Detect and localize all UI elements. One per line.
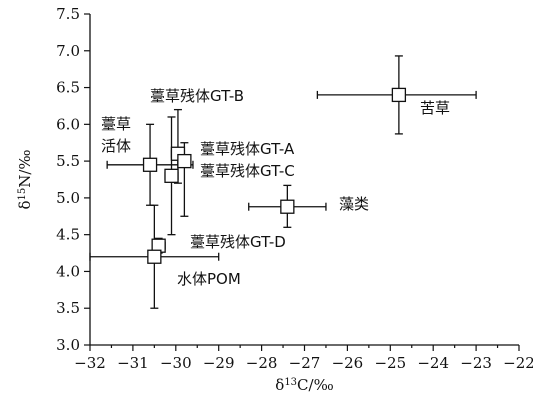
axes: −32 −31 −30 −29 −28 −27 −26 −25 −24 −23 −22 3.0 3.5 4… [56, 5, 533, 372]
data-point [280, 199, 295, 214]
x-tick-label: −32 [74, 354, 106, 372]
x-tick-label: −26 [332, 354, 364, 372]
annotation-label: 薹草 [101, 115, 131, 133]
data-markers [142, 87, 407, 264]
data-point [164, 168, 179, 183]
y-tick-label: 4.5 [56, 226, 80, 244]
x-tick-label: −27 [289, 354, 321, 372]
x-tick-label: −29 [203, 354, 235, 372]
annotation-label: 水体POM [177, 270, 241, 288]
y-tick-label: 3.5 [56, 299, 80, 317]
x-tick-label: −24 [417, 354, 449, 372]
y-tick-label: 4.0 [56, 262, 80, 280]
annotation-label: 薹草残体GT-D [190, 233, 286, 251]
x-tick-label: −22 [503, 354, 533, 372]
annotation-label: 薹草残体GT-B [150, 87, 244, 105]
data-point [391, 87, 407, 103]
annotation-label: 藻类 [339, 195, 369, 213]
annotation-label: 活体 [101, 137, 131, 155]
x-tick-label: −31 [117, 354, 149, 372]
y-tick-label: 3.0 [56, 336, 80, 354]
x-tick-label: −23 [460, 354, 492, 372]
y-tick-label: 6.5 [56, 79, 80, 97]
annotation-label: 薹草残体GT-C [200, 162, 295, 180]
x-tick-label: −28 [246, 354, 278, 372]
data-point [142, 157, 158, 172]
error-bars [89, 55, 477, 309]
y-tick-label: 6.0 [56, 115, 80, 133]
annotation-label: 苦草 [420, 99, 450, 117]
y-tick-label: 7.0 [56, 42, 80, 60]
x-tick-label: −25 [374, 354, 406, 372]
y-axis-title: δ15N/‰ [16, 149, 34, 209]
axis-titles: δ13C/‰ δ15N/‰ [16, 149, 334, 394]
x-axis-title: δ13C/‰ [275, 376, 333, 394]
data-point [177, 153, 192, 169]
data-point [147, 249, 162, 264]
y-tick-label: 5.5 [56, 152, 80, 170]
x-tick-label: −30 [160, 354, 192, 372]
annotation-label: 薹草残体GT-A [200, 140, 295, 158]
y-tick-label: 5.0 [56, 189, 80, 207]
y-tick-label: 7.5 [56, 5, 80, 23]
